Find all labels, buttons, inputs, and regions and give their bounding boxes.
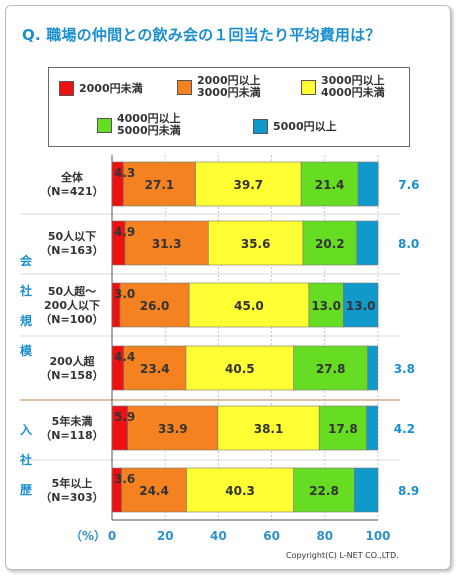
- bar-segment: [356, 220, 379, 266]
- data-label: 3.8: [394, 362, 415, 376]
- bar-segment: [217, 405, 320, 451]
- bar-segment: [343, 282, 379, 328]
- legend-swatch: [97, 117, 112, 133]
- group-label: 社: [19, 283, 32, 298]
- category-label: 200人超: [50, 354, 96, 368]
- group-label: 模: [20, 343, 33, 358]
- bar-segment: [123, 345, 187, 391]
- bar-segment: [357, 161, 379, 207]
- x-tick-label: 40: [210, 529, 227, 543]
- data-label: 20.2: [315, 237, 345, 251]
- data-label: 39.7: [234, 178, 264, 192]
- data-label: 8.9: [398, 484, 419, 498]
- legend-swatch: [253, 119, 268, 134]
- data-label: 40.3: [225, 484, 255, 498]
- x-tick-label: 60: [263, 529, 280, 543]
- data-label: 3.6: [114, 472, 135, 486]
- data-label: 13.0: [311, 299, 341, 313]
- category-label: （N=303）: [40, 491, 103, 504]
- data-label: 8.0: [398, 237, 419, 251]
- legend-item: 3000円以上 4000円未満: [301, 75, 385, 99]
- legend-label: 4000円以上 5000円未満: [117, 112, 181, 137]
- legend: 2000円未満 2000円以上 3000円未満 3000円以上 4000円未満 …: [48, 67, 410, 147]
- bar-segment: [185, 345, 294, 391]
- data-label: 4.3: [114, 166, 135, 180]
- data-label: 35.6: [241, 237, 271, 251]
- bar-segment: [119, 282, 190, 328]
- x-tick-label: 80: [316, 529, 333, 543]
- bar-segment: [186, 467, 294, 513]
- category-label: 5年以上: [52, 476, 93, 490]
- category-label: 50人超～: [48, 284, 96, 298]
- data-label: 3.0: [114, 287, 135, 301]
- data-label: 27.8: [316, 362, 346, 376]
- data-label: 17.8: [328, 422, 358, 436]
- group-label: 入: [20, 423, 32, 437]
- group-label: 歴: [20, 483, 32, 497]
- legend-label: 3000円以上 4000円未満: [321, 74, 385, 99]
- bar-segment: [318, 405, 367, 451]
- x-tick-label: 20: [157, 529, 174, 543]
- category-label: 50人以下: [48, 229, 96, 243]
- category-label: （N=118）: [40, 429, 103, 442]
- legend-item: 5000円以上: [253, 119, 337, 134]
- bar-segment: [366, 405, 379, 451]
- bar-segment: [300, 161, 359, 207]
- data-label: 31.3: [152, 237, 182, 251]
- chart-title: Q. 職場の仲間との飲み会の１回当たり平均費用は？: [22, 26, 381, 44]
- legend-swatch: [177, 79, 192, 95]
- bar-segment: [302, 220, 358, 266]
- bar-segment: [367, 345, 379, 391]
- category-label: 全体: [60, 170, 84, 184]
- data-label: 26.0: [140, 299, 170, 313]
- legend-swatch: [301, 79, 316, 95]
- data-label: 13.0: [346, 299, 376, 313]
- group-label: 社: [19, 452, 32, 467]
- category-label: （N=158）: [40, 369, 103, 382]
- bar-segment: [123, 161, 196, 207]
- legend-item: 4000円以上 5000円未満: [97, 113, 181, 137]
- x-axis-unit-label: （%）: [70, 528, 106, 543]
- data-label: 4.4: [114, 350, 135, 364]
- category-label: （N=421）: [40, 185, 103, 198]
- data-label: 4.9: [114, 225, 135, 239]
- bar-segment: [195, 161, 302, 207]
- data-label: 23.4: [140, 362, 170, 376]
- data-label: 7.6: [398, 178, 419, 192]
- group-label: 会: [20, 253, 33, 268]
- legend-swatch: [59, 81, 74, 96]
- category-label: 5年未満: [52, 414, 93, 428]
- bar-segment: [121, 467, 187, 513]
- data-label: 33.9: [158, 422, 188, 436]
- bar-segment: [188, 282, 310, 328]
- data-label: 22.8: [309, 484, 339, 498]
- bar-segment: [293, 467, 355, 513]
- legend-label: 5000円以上: [273, 119, 337, 133]
- bar-segment: [354, 467, 379, 513]
- data-label: 45.0: [234, 299, 264, 313]
- copyright: Copyright(C) L-NET CO.,LTD.: [286, 551, 399, 560]
- group-label: 規: [20, 313, 32, 328]
- data-label: 40.5: [225, 362, 255, 376]
- data-label: 4.2: [394, 422, 415, 436]
- data-label: 24.4: [139, 484, 169, 498]
- category-label: 200人以下: [44, 298, 100, 312]
- bar-segment: [127, 405, 219, 451]
- legend-item: 2000円以上 3000円未満: [177, 75, 261, 99]
- legend-label: 2000円未満: [79, 81, 143, 95]
- data-label: 27.1: [145, 178, 175, 192]
- data-label: 5.9: [114, 410, 135, 424]
- data-label: 38.1: [254, 422, 284, 436]
- x-tick-label: 0: [108, 529, 116, 543]
- legend-label: 2000円以上 3000円未満: [197, 74, 261, 99]
- category-label: （N=163）: [40, 244, 103, 257]
- x-tick-label: 100: [365, 529, 390, 543]
- legend-item: 2000円未満: [59, 81, 143, 96]
- data-label: 21.4: [315, 178, 345, 192]
- category-label: （N=100）: [40, 313, 103, 326]
- bar-segment: [293, 345, 368, 391]
